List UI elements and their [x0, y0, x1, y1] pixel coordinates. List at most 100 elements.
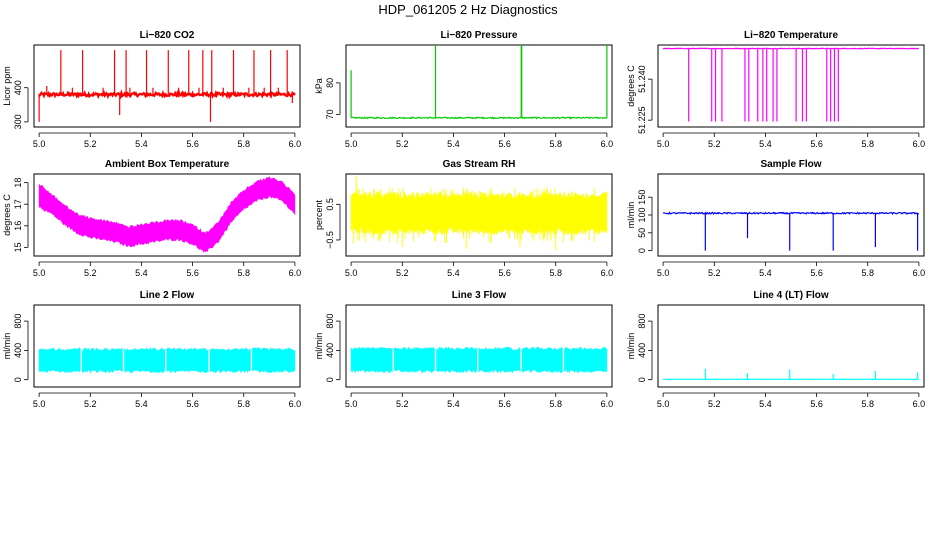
- x-tick-label: 5.2: [396, 139, 409, 149]
- x-tick-label: 5.0: [657, 268, 670, 278]
- x-tick-label: 6.0: [289, 139, 302, 149]
- x-tick-label: 6.0: [289, 268, 302, 278]
- series-line: [38, 88, 296, 100]
- y-tick-label: 51.225: [637, 106, 647, 134]
- x-tick-label: 5.2: [84, 139, 97, 149]
- x-tick-label: 5.4: [759, 139, 772, 149]
- y-axis-label: percent: [314, 199, 324, 230]
- x-tick-label: 5.2: [708, 268, 721, 278]
- y-tick-label: 400: [13, 80, 23, 95]
- y-tick-label: 0: [637, 248, 647, 253]
- plot-frame: [345, 304, 613, 388]
- chart-line3: Line 3 Flow 5.0 5.2 5.4 5.6 5.8 6.0 0 400 800ml/m…: [314, 290, 613, 409]
- x-tick-label: 5.2: [84, 268, 97, 278]
- x-tick-label: 5.2: [84, 399, 97, 409]
- series-band: [38, 176, 296, 253]
- x-tick-label: 5.8: [237, 139, 250, 149]
- x-tick-label: 5.0: [33, 139, 46, 149]
- x-tick-label: 5.4: [135, 139, 148, 149]
- plot-frame: [33, 173, 301, 257]
- chart-title: Line 4 (LT) Flow: [753, 290, 829, 301]
- x-tick-label: 5.4: [447, 399, 460, 409]
- x-tick-label: 5.0: [657, 139, 670, 149]
- x-tick-label: 5.0: [345, 399, 358, 409]
- chart-rh: Gas Stream RH 5.0 5.2 5.4 5.6 5.8 6.0 −0.5 0.5pe…: [314, 159, 613, 278]
- x-tick-label: 5.8: [861, 399, 874, 409]
- y-axis-label: Licor ppm: [2, 66, 12, 106]
- chart-title: Li−820 Temperature: [744, 30, 838, 41]
- chart-title: Sample Flow: [760, 159, 821, 170]
- y-tick-label: 15: [13, 242, 23, 252]
- plot-frame: [33, 304, 301, 388]
- x-tick-label: 5.0: [33, 268, 46, 278]
- x-tick-label: 5.6: [810, 268, 823, 278]
- y-tick-label: 400: [13, 343, 23, 358]
- chart-line4: Line 4 (LT) Flow 5.0 5.2 5.4 5.6 5.8 6.0 0 400 80…: [626, 290, 925, 409]
- chart-title: Line 3 Flow: [452, 290, 507, 301]
- chart-ambient: Ambient Box Temperature 5.0 5.2 5.4 5.6 5.8 6.…: [2, 159, 301, 278]
- x-tick-label: 5.6: [810, 139, 823, 149]
- x-tick-label: 5.6: [186, 399, 199, 409]
- y-tick-label: 0.5: [325, 198, 335, 211]
- y-axis-label: ml/min: [626, 202, 636, 229]
- y-axis-label: degrees C: [2, 194, 12, 236]
- y-tick-label: 400: [637, 343, 647, 358]
- series-band: [38, 347, 296, 374]
- y-axis-label: ml/min: [2, 333, 12, 360]
- chart-title: Li−820 Pressure: [441, 30, 518, 41]
- x-tick-label: 5.2: [708, 399, 721, 409]
- x-tick-label: 5.0: [33, 399, 46, 409]
- series-line: [662, 211, 919, 216]
- y-axis-label: ml/min: [626, 333, 636, 360]
- x-tick-label: 5.6: [498, 399, 511, 409]
- plot-frame: [657, 173, 925, 257]
- series-band: [350, 346, 608, 374]
- data-layer: [38, 50, 296, 122]
- y-tick-label: −0.5: [325, 231, 335, 249]
- x-tick-label: 5.6: [498, 268, 511, 278]
- y-tick-label: 0: [325, 377, 335, 382]
- x-tick-label: 6.0: [601, 268, 614, 278]
- x-tick-label: 5.8: [549, 268, 562, 278]
- chart-title: Li−820 CO2: [140, 30, 195, 41]
- y-tick-label: 50: [637, 228, 647, 238]
- x-tick-label: 5.4: [135, 399, 148, 409]
- data-layer: [662, 47, 919, 122]
- x-tick-label: 5.2: [396, 268, 409, 278]
- y-axis-label: ml/min: [314, 333, 324, 360]
- x-tick-label: 5.0: [345, 139, 358, 149]
- chart-title: Ambient Box Temperature: [105, 159, 230, 170]
- page-title: HDP_061205 2 Hz Diagnostics: [378, 2, 558, 17]
- x-tick-label: 6.0: [913, 139, 926, 149]
- y-tick-label: 800: [325, 314, 335, 329]
- y-tick-label: 0: [13, 377, 23, 382]
- x-tick-label: 5.8: [861, 268, 874, 278]
- chart-title: Gas Stream RH: [443, 159, 516, 170]
- y-tick-label: 100: [637, 207, 647, 222]
- x-tick-label: 6.0: [289, 399, 302, 409]
- data-layer: [38, 176, 296, 253]
- chart-temperature: Li−820 Temperature 5.0 5.2 5.4 5.6 5.8 6.0 51.2…: [626, 30, 925, 149]
- y-axis-label: kPa: [314, 78, 324, 94]
- y-tick-label: 300: [13, 114, 23, 129]
- chart-sample_flow: Sample Flow 5.0 5.2 5.4 5.6 5.8 6.0 0 50 100 150ml…: [626, 159, 925, 278]
- chart-line2: Line 2 Flow 5.0 5.2 5.4 5.6 5.8 6.0 0 400 800ml/m…: [2, 290, 301, 409]
- x-tick-label: 5.2: [708, 139, 721, 149]
- y-tick-label: 16: [13, 221, 23, 231]
- y-tick-label: 51.240: [637, 65, 647, 93]
- x-tick-label: 5.2: [396, 399, 409, 409]
- y-tick-label: 150: [637, 190, 647, 205]
- x-tick-label: 5.8: [237, 399, 250, 409]
- data-layer: [350, 45, 608, 120]
- x-tick-label: 5.6: [810, 399, 823, 409]
- y-tick-label: 80: [325, 78, 335, 88]
- plot-frame: [657, 44, 925, 128]
- plot-frame: [33, 44, 301, 128]
- x-tick-label: 6.0: [601, 139, 614, 149]
- y-tick-label: 800: [13, 314, 23, 329]
- x-tick-label: 5.8: [549, 139, 562, 149]
- data-layer: [350, 345, 608, 375]
- data-layer: [350, 175, 608, 251]
